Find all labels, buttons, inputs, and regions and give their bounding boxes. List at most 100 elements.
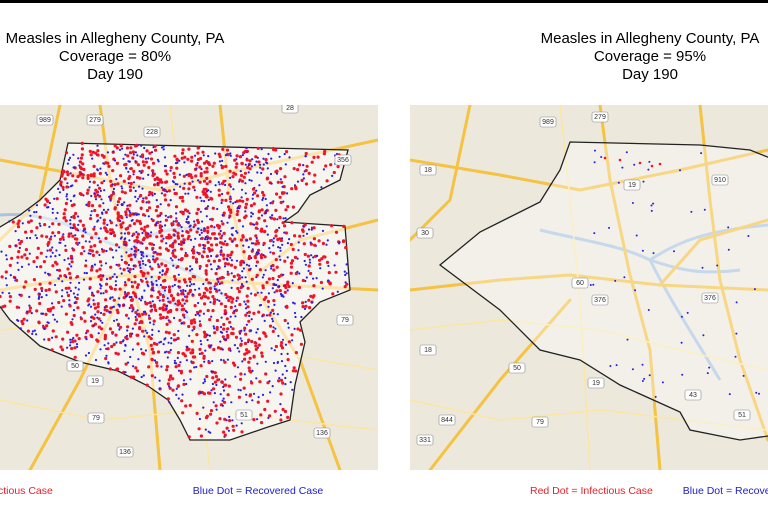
recovered-dot (134, 189, 137, 193)
recovered-dot (182, 241, 185, 244)
recovered-dot (72, 166, 75, 169)
recovered-dot (178, 173, 181, 176)
recovered-dot (248, 264, 251, 267)
infectious-dot (64, 248, 68, 252)
infectious-dot (109, 197, 113, 201)
infectious-dot (165, 322, 169, 326)
infectious-dot (260, 208, 264, 212)
recovered-dot (270, 265, 273, 268)
recovered-dot (312, 256, 315, 259)
recovered-dot (115, 224, 118, 227)
recovered-dot (202, 154, 205, 157)
infectious-dot (174, 192, 178, 196)
infectious-dot (153, 183, 157, 187)
infectious-dot (32, 260, 36, 264)
infectious-dot (188, 403, 192, 407)
infectious-dot (176, 265, 180, 269)
recovered-dot (216, 298, 219, 301)
infectious-dot (166, 397, 170, 401)
infectious-dot (150, 242, 154, 246)
recovered-dot (278, 226, 281, 229)
infectious-dot (231, 424, 235, 428)
recovered-dot (122, 157, 125, 160)
recovered-dot (198, 233, 201, 236)
infectious-dot (215, 243, 219, 247)
road-label: 60 (576, 280, 584, 287)
recovered-dot (214, 184, 217, 187)
infectious-dot (70, 322, 74, 326)
infectious-dot (160, 239, 164, 243)
infectious-dot (134, 318, 139, 322)
infectious-dot (231, 297, 235, 301)
infectious-dot (94, 232, 98, 236)
recovered-dot (117, 324, 120, 327)
recovered-dot (758, 392, 760, 395)
recovered-dot (302, 173, 305, 176)
recovered-dot (60, 184, 63, 187)
road-label: 228 (146, 129, 158, 136)
recovered-dot (244, 182, 247, 185)
infectious-dot (142, 163, 146, 167)
day-label: Day 190 (622, 66, 678, 83)
recovered-dot (716, 264, 719, 267)
infectious-dot (15, 305, 19, 309)
infectious-dot (129, 146, 133, 150)
recovered-dot (302, 225, 305, 228)
recovered-dot (199, 339, 202, 343)
infectious-dot (158, 292, 162, 296)
recovered-dot (229, 256, 232, 259)
recovered-dot (109, 219, 112, 222)
infectious-dot (123, 191, 127, 195)
recovered-dot (149, 265, 152, 268)
infectious-dot (113, 287, 117, 291)
infectious-dot (181, 199, 185, 203)
infectious-dot (38, 215, 42, 219)
infectious-dot (235, 296, 240, 300)
recovered-dot (287, 326, 290, 329)
recovered-dot (112, 150, 115, 153)
infectious-dot (175, 166, 179, 170)
infectious-dot (74, 179, 78, 183)
infectious-dot (177, 279, 181, 283)
recovered-dot (89, 320, 93, 323)
recovered-dot (303, 307, 307, 310)
recovered-dot (51, 251, 54, 254)
recovered-dot (44, 271, 47, 274)
infectious-dot (140, 351, 145, 355)
recovered-dot (284, 376, 287, 380)
infectious-dot (148, 206, 152, 210)
infectious-dot (85, 329, 90, 333)
infectious-dot (296, 168, 300, 172)
infectious-dot (150, 357, 154, 361)
infectious-dot (240, 259, 244, 263)
recovered-dot (626, 338, 629, 341)
recovered-dot (113, 273, 116, 276)
infectious-dot (37, 320, 41, 324)
recovered-dot (181, 393, 184, 396)
recovered-dot (154, 376, 157, 379)
infectious-dot (100, 181, 104, 185)
recovered-dot (278, 377, 281, 380)
infectious-dot (306, 254, 310, 258)
recovered-dot (286, 192, 289, 195)
infectious-dot (166, 382, 170, 386)
infectious-dot (105, 309, 109, 313)
infectious-dot (187, 187, 191, 191)
recovered-dot (51, 207, 54, 211)
infectious-dot (253, 255, 257, 259)
recovered-dot (128, 306, 131, 310)
recovered-dot (219, 326, 223, 329)
road-shield (313, 427, 331, 439)
recovered-dot (269, 391, 272, 394)
infectious-dot (299, 342, 303, 346)
infectious-dot (181, 290, 185, 294)
infectious-dot (246, 286, 250, 290)
recovered-dot (182, 379, 186, 382)
recovered-dot (68, 299, 71, 302)
recovered-dot (247, 171, 250, 174)
recovered-dot (225, 419, 228, 422)
infectious-dot (222, 231, 226, 235)
recovered-dot (224, 312, 227, 316)
recovered-dot (133, 250, 136, 253)
infectious-dot (221, 147, 225, 151)
